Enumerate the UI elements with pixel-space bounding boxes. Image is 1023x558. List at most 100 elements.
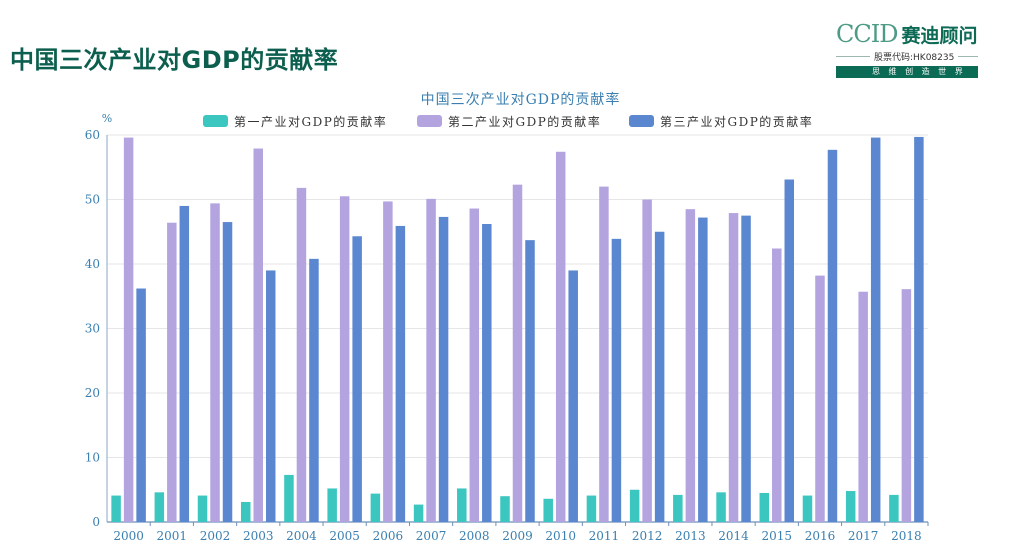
x-tick-label: 2018 [891, 529, 922, 543]
bar-3-2017 [870, 137, 881, 522]
x-tick-label: 2014 [718, 529, 749, 543]
x-tick-label: 2017 [848, 529, 879, 543]
bar-1-2016 [802, 495, 813, 522]
x-tick-label: 2007 [416, 529, 447, 543]
y-axis-label: % [102, 112, 112, 125]
bar-3-2000 [136, 288, 146, 522]
bar-1-2002 [197, 495, 208, 522]
logo-cn: 赛迪顾问 [901, 25, 978, 47]
bar-2-2007 [426, 198, 436, 523]
bar-3-2015 [784, 179, 795, 522]
ccid-logo: CCID 赛迪顾问 股票代码:HK08235 思 维 创 造 世 界 [836, 20, 978, 78]
x-tick-label: 2010 [545, 529, 576, 543]
y-tick-label: 60 [85, 128, 100, 142]
legend-label-2: 第二产业对GDP的贡献率 [448, 114, 601, 129]
bar-1-2008 [457, 488, 467, 522]
x-tick-label: 2013 [675, 529, 706, 543]
bar-1-2017 [845, 491, 856, 522]
bar-2-2018 [901, 289, 912, 522]
bar-2-2002 [210, 203, 220, 522]
bar-1-2005 [327, 488, 337, 522]
x-tick-label: 2005 [329, 529, 360, 543]
x-tick-label: 2011 [589, 529, 620, 543]
legend-swatch-2 [417, 115, 442, 127]
bar-1-2000 [111, 495, 121, 522]
bar-2-2010 [555, 151, 566, 522]
x-tick-label: 2001 [157, 529, 188, 543]
legend-label-3: 第三产业对GDP的贡献率 [660, 114, 813, 129]
x-tick-label: 2008 [459, 529, 490, 543]
bar-2-2015 [772, 248, 782, 522]
logo-tagline: 思 维 创 造 世 界 [872, 67, 966, 76]
bar-1-2009 [500, 496, 510, 522]
chart-title: 中国三次产业对GDP的贡献率 [421, 91, 621, 108]
bar-3-2004 [309, 258, 319, 522]
bar-3-2001 [179, 205, 190, 522]
y-tick-label: 10 [85, 451, 100, 465]
y-tick-label: 30 [85, 322, 100, 336]
x-tick-label: 2016 [805, 529, 836, 543]
bar-2-2012 [642, 199, 652, 522]
y-tick-label: 40 [85, 257, 100, 271]
bar-2-2005 [339, 196, 350, 522]
bar-1-2006 [370, 493, 381, 522]
bar-1-2015 [759, 492, 770, 522]
bar-3-2010 [568, 270, 578, 522]
bar-1-2011 [586, 495, 597, 522]
y-tick-label: 0 [92, 515, 100, 529]
x-tick-label: 2002 [200, 529, 231, 543]
bar-3-2009 [525, 240, 535, 522]
bar-1-2018 [889, 494, 899, 522]
logo-stock-code: 股票代码:HK08235 [870, 50, 959, 63]
bar-2-2011 [599, 186, 609, 522]
bar-2-2017 [858, 291, 868, 522]
x-tick-label: 2003 [243, 529, 274, 543]
bar-3-2003 [265, 270, 276, 522]
bar-3-2007 [438, 216, 449, 523]
legend-swatch-1 [203, 115, 228, 127]
x-tick-label: 2015 [761, 529, 792, 543]
logo-en: CCID [836, 20, 898, 48]
bar-3-2018 [914, 136, 924, 522]
y-tick-label: 50 [85, 193, 100, 207]
bar-1-2012 [629, 489, 640, 522]
legend-swatch-3 [629, 115, 654, 127]
page-title: 中国三次产业对GDP的贡献率 [10, 46, 339, 74]
x-tick-label: 2000 [113, 529, 144, 543]
bar-2-2000 [123, 137, 134, 522]
bar-2-2016 [815, 275, 825, 522]
x-tick-label: 2006 [373, 529, 404, 543]
logo-tagline-bar [836, 66, 978, 78]
bar-2-2009 [512, 184, 523, 523]
bar-3-2013 [698, 217, 708, 522]
y-tick-label: 20 [85, 386, 100, 400]
bar-3-2005 [352, 236, 362, 522]
bar-2-2008 [469, 208, 480, 522]
bar-1-2003 [240, 502, 251, 522]
bar-2-2013 [685, 209, 696, 523]
bar-1-2013 [673, 494, 683, 522]
bar-3-2011 [611, 238, 622, 522]
x-tick-label: 2009 [502, 529, 533, 543]
bar-1-2010 [543, 498, 553, 522]
bar-3-2006 [395, 225, 406, 522]
bar-1-2004 [284, 474, 294, 522]
bar-3-2012 [654, 231, 665, 522]
bar-2-2006 [383, 201, 393, 522]
logo-wordmark: CCID 赛迪顾问 [836, 20, 977, 48]
bar-3-2008 [482, 224, 492, 522]
bar-3-2002 [222, 222, 233, 522]
x-tick-label: 2012 [632, 529, 663, 543]
bar-1-2001 [154, 492, 165, 522]
x-tick-label: 2004 [286, 529, 317, 543]
bar-1-2007 [413, 504, 424, 522]
bar-2-2001 [167, 222, 177, 522]
bar-1-2014 [716, 492, 726, 522]
bar-2-2003 [253, 148, 263, 523]
bar-2-2014 [728, 213, 739, 523]
bar-2-2004 [296, 187, 307, 522]
bar-3-2014 [741, 215, 751, 522]
bar-3-2016 [827, 149, 838, 522]
legend-label-1: 第一产业对GDP的贡献率 [234, 114, 387, 129]
